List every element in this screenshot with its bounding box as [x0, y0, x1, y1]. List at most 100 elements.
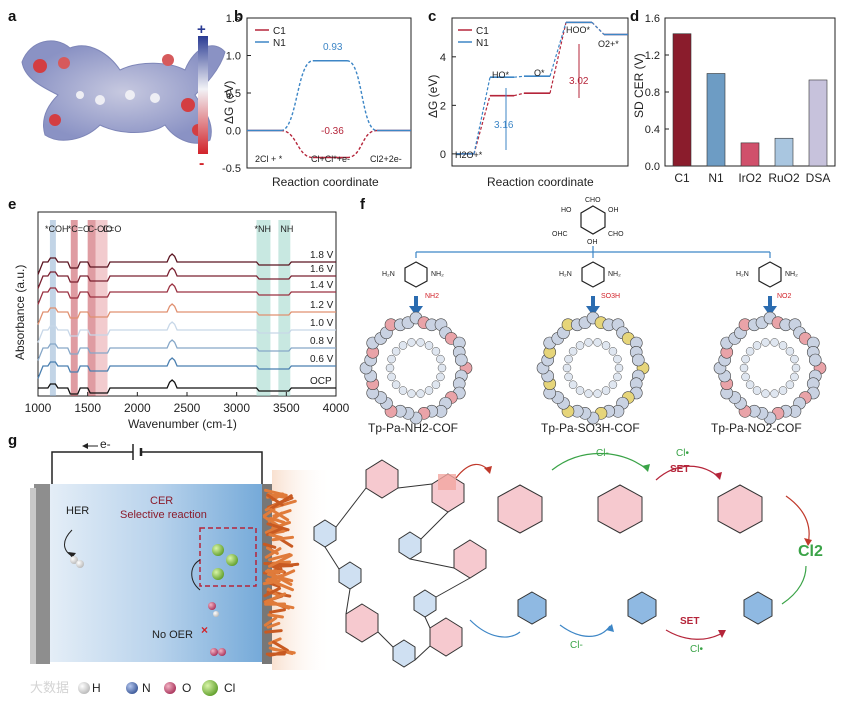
chart-e-series-line [37, 339, 336, 361]
chart-e-series-line [37, 321, 336, 343]
cathode-plate [34, 484, 50, 664]
cof-ring-inner-node [761, 389, 770, 398]
cof-fibre [269, 508, 290, 522]
svg-text:OHC: OHC [552, 231, 568, 238]
chart-e-series-label: 1.2 V [310, 300, 334, 311]
chart-c-state-ho: HO* [492, 70, 510, 80]
cof-ring-inner-node [741, 372, 750, 382]
chart-e-series-label: 1.8 V [310, 250, 334, 261]
cof-fibre [266, 599, 291, 610]
cof-fibre [268, 553, 293, 568]
chart-e-xtick-label: 4000 [323, 401, 350, 415]
chart-e-xtick-label: 1500 [74, 401, 101, 415]
cof-ring-inner-node [778, 341, 788, 350]
chart-c-connector-c1 [513, 92, 525, 97]
cof-ring-inner-node [387, 354, 396, 364]
cof-fibre [267, 613, 284, 619]
cof-fibre [271, 640, 289, 652]
chart-d-bar-ruo2 [774, 137, 794, 167]
chart-e-band-label: C=O [103, 224, 122, 234]
chart-d-bar-c1 [672, 33, 692, 167]
cof-fibre [269, 516, 286, 524]
chart-b-annotation-n1: 0.93 [323, 42, 343, 53]
cof-ring-inner-node [562, 363, 572, 373]
cof-fibre [266, 621, 281, 629]
cof-fibre-layer [262, 488, 300, 657]
cof-fibre [268, 646, 294, 656]
mechanism-top-row [497, 484, 763, 534]
svg-text:H₂N: H₂N [382, 271, 395, 278]
chart-c-connector-n1 [513, 75, 525, 78]
no-oer-label: No OER [152, 629, 193, 641]
svg-text:NH₂: NH₂ [431, 271, 444, 278]
down-arrow-icon [586, 296, 600, 316]
chart-c-ytick-label: 0 [440, 149, 446, 161]
cof-fibre [269, 494, 293, 510]
cof-ring-inner-node [584, 389, 593, 398]
chart-d-bar-iro2 [740, 142, 760, 167]
chart-b-xlabel: Reaction coordinate [272, 175, 379, 189]
cof-ring-inner-node [785, 380, 795, 389]
chart-d-bar-n1 [706, 73, 726, 167]
cof-ring-inner-node [601, 386, 611, 395]
cof-fibre [268, 650, 287, 657]
chart-b-connector-n1 [346, 60, 378, 132]
chart-c-legend-c1: C1 [476, 26, 489, 37]
legend-o-ball [164, 682, 176, 694]
svg-text:NH₂: NH₂ [785, 271, 798, 278]
mechanism-bottom-row [517, 591, 773, 625]
chart-c-annotation-316: 3.16 [494, 120, 514, 131]
chart-e-xtick-label: 1000 [25, 401, 52, 415]
chart-b-legend-c1: C1 [273, 26, 286, 37]
panel-label-d: d [630, 8, 640, 25]
cof-ring-inner-node [739, 363, 749, 373]
cof-ring-inner-node [593, 338, 602, 347]
svg-text:OH: OH [608, 207, 619, 214]
cl2-product: Cl2 [798, 543, 823, 560]
cof-fibre [262, 542, 277, 549]
cof-ring-inner-node [575, 341, 585, 350]
cof-fibre [264, 629, 283, 634]
legend-n-label: N [142, 681, 151, 695]
cof-ring-inner-node [407, 338, 416, 347]
esp-scale-plus: + [197, 21, 206, 38]
chart-c-xlabel: Reaction coordinate [487, 175, 594, 189]
cof-ring-inner-node [790, 372, 799, 382]
chart-d-bar-dsa [808, 79, 828, 167]
chart-c-ytick-label: 4 [440, 52, 446, 64]
mech-cl-radical-bottom: Cl• [690, 644, 703, 655]
cof-ring-inner-node [568, 347, 578, 356]
cof-fibre [268, 608, 286, 614]
chart-b-state-1: 2Cl + * [255, 154, 283, 164]
cof-fibre [265, 574, 284, 582]
cof-ring-inner-node [387, 372, 396, 382]
linker-label-so3h: SO3H [601, 293, 620, 300]
cof-ring-inner-node [608, 347, 618, 356]
cof-ring-node [809, 353, 822, 367]
linker-label-no2: NO2 [777, 293, 792, 300]
cof-ring-inner-node [424, 341, 434, 350]
legend-h-label: H [92, 681, 101, 695]
cof-ring-inner-node [752, 386, 762, 395]
cof-ring-inner-node [614, 363, 624, 373]
cof-ring-inner-node [770, 338, 779, 347]
chart-b-ylabel: ΔG (eV) [222, 81, 236, 124]
chart-c-connector-n1 [591, 21, 605, 35]
chart-d-ytick-label: 1.2 [645, 50, 660, 62]
cof-pore [398, 350, 434, 386]
cof-ring-inner-node [584, 338, 593, 347]
cof-ring-inner-node [593, 389, 602, 398]
cof-pore [752, 350, 788, 386]
chart-e-band [95, 220, 108, 396]
chart-c-legend: C1 N1 [458, 26, 489, 49]
cof-ring-inner-node [431, 380, 441, 389]
cof-ring-inner-node [608, 380, 618, 389]
chart-d-ytick-label: 0.4 [645, 124, 660, 136]
cof-fibre [264, 592, 287, 604]
cof-fibre [266, 522, 290, 532]
chart-e-series-label: OCP [310, 376, 332, 387]
